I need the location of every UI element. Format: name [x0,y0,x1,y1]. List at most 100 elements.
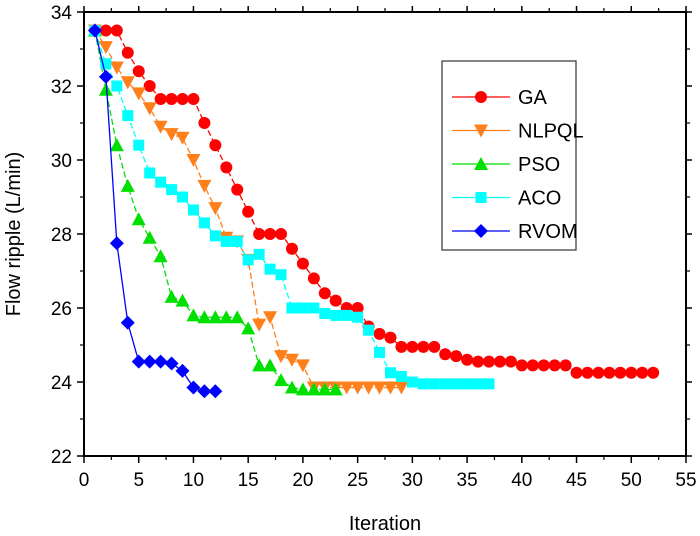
data-point-aco [220,235,232,247]
data-point-aco [384,367,396,379]
data-point-ga [515,359,528,372]
data-point-aco [155,176,167,188]
data-point-nlpql [372,381,387,395]
data-point-rvom [87,23,102,38]
data-point-aco [122,110,134,122]
data-point-nlpql [361,381,376,395]
data-point-aco [187,204,199,216]
series-pso [87,23,343,396]
data-point-aco [264,263,276,275]
data-point-ga [614,366,627,379]
data-point-pso [131,212,146,226]
data-point-nlpql [208,202,223,216]
data-point-ga [220,161,233,174]
legend-item-nlpql: NLPQL [452,121,584,143]
y-tick-label: 34 [51,3,73,24]
data-point-ga [231,183,244,196]
data-point-aco [461,378,473,390]
data-point-ga [395,340,408,353]
data-point-ga [99,24,112,37]
data-point-ga [603,366,616,379]
x-tick-label: 35 [457,470,478,491]
data-point-ga [417,340,430,353]
data-point-ga [548,359,561,372]
data-point-aco [319,308,331,320]
data-point-aco [330,309,342,321]
data-point-nlpql [109,61,124,75]
data-point-ga [351,302,364,314]
data-point-pso [208,310,223,324]
data-point-ga [329,294,342,307]
data-point-nlpql [186,154,201,167]
series-rvom [87,23,223,399]
x-tick-label: 20 [292,470,313,491]
data-point-pso [109,138,124,152]
data-point-rvom [98,69,113,84]
data-point-aco [450,378,462,390]
data-point-ga [176,92,189,105]
x-axis: 0 5 10 15 20 25 30 35 40 45 50 55 [79,6,697,491]
y-tick-label: 28 [51,225,72,246]
data-point-pso [120,178,135,192]
data-point-aco [275,269,287,281]
data-point-aco [406,376,418,388]
data-point-pso [197,310,212,324]
data-point-ga [526,359,539,372]
data-point-nlpql [164,128,179,142]
data-point-ga [439,348,452,361]
legend-item-rvom: RVOM [452,221,578,243]
data-point-ga [143,80,156,92]
data-point-rvom [142,354,157,369]
data-point-aco [395,370,407,382]
data-point-aco [100,58,112,70]
data-point-pso [252,358,267,372]
data-point-ga [581,366,594,379]
data-point-ga [450,350,463,363]
data-point-aco [439,378,451,390]
data-point-nlpql [339,381,354,395]
legend-marker-nlpql [474,124,488,138]
data-point-rvom [153,354,168,369]
data-point-nlpql [252,318,267,332]
x-tick-label: 10 [183,470,204,491]
x-tick-label: 50 [621,470,642,491]
legend-marker-ga [475,91,487,103]
data-point-ga [461,353,474,366]
data-point-aco [198,217,210,229]
data-point-pso [230,310,245,324]
data-point-aco [253,248,265,260]
data-point-aco [166,184,178,196]
data-point-ga [625,366,638,379]
data-point-pso [328,382,343,396]
data-point-ga [264,228,277,240]
data-point-aco [341,309,353,321]
data-point-aco [374,346,386,358]
data-point-aco [133,139,145,151]
data-point-ga [482,355,495,368]
data-point-ga [154,92,167,105]
data-point-aco [417,378,429,390]
data-point-ga [275,228,288,240]
data-point-aco [242,254,254,266]
legend-item-ga: GA [452,87,548,109]
data-point-nlpql [383,381,398,395]
data-point-ga [198,117,211,129]
data-point-pso [295,382,310,396]
data-point-pso [186,308,201,322]
data-point-aco [363,324,375,336]
legend: GA NLPQL PSO ACO RVOM [441,60,584,251]
data-point-ga [636,366,649,379]
data-point-pso [284,380,299,394]
y-tick-label: 22 [51,447,72,468]
x-tick-label: 40 [511,470,532,491]
plot-frame [83,11,687,457]
data-point-ga [307,272,320,285]
data-point-nlpql [131,87,146,101]
legend-label: ACO [518,188,561,210]
data-point-pso [98,82,113,96]
data-point-pso [142,230,157,244]
data-point-nlpql [153,120,168,134]
series-aco [89,25,495,390]
data-point-ga [559,359,572,372]
x-tick-label: 15 [238,470,259,491]
